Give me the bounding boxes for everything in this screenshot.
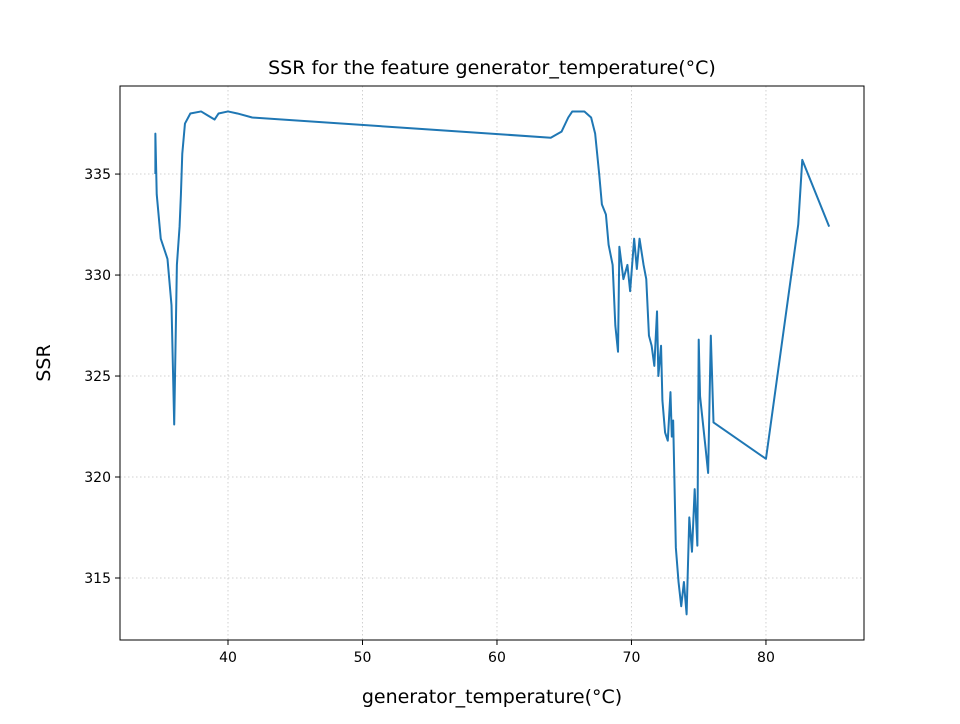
x-tick-label: 60: [488, 650, 506, 666]
x-tick-label: 50: [354, 650, 372, 666]
y-tick-label: 335: [84, 167, 111, 183]
x-axis-label: generator_temperature(°C): [362, 686, 622, 708]
y-tick-label: 315: [84, 571, 111, 587]
chart-title: SSR for the feature generator_temperatur…: [268, 57, 716, 79]
x-tick-label: 70: [623, 650, 641, 666]
y-axis-label: SSR: [33, 344, 55, 381]
y-tick-label: 330: [84, 268, 111, 284]
x-tick-label: 80: [757, 650, 775, 666]
y-tick-label: 320: [84, 470, 111, 486]
plot-frame: [119, 85, 865, 641]
y-tick-label: 325: [84, 369, 111, 385]
data-line: [154, 110, 831, 616]
x-tick-label: 40: [219, 650, 237, 666]
